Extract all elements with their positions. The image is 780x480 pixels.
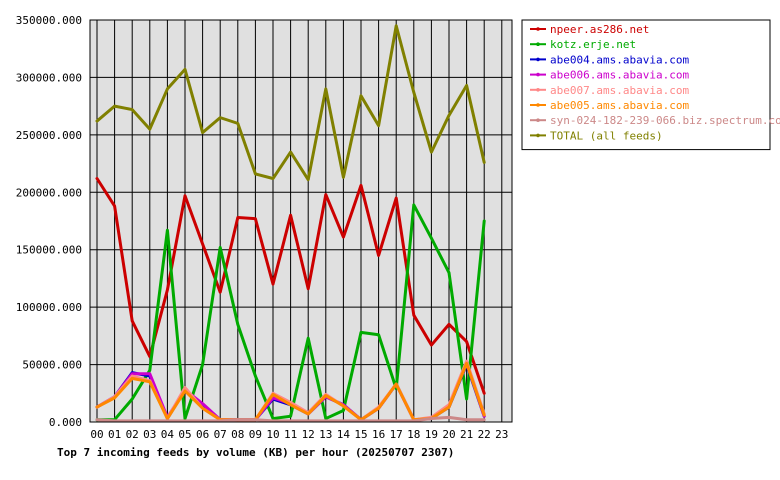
legend-label: abe007.ams.abavia.com xyxy=(550,84,689,97)
x-tick-label: 14 xyxy=(337,428,351,441)
x-tick-label: 06 xyxy=(196,428,209,441)
x-tick-label: 11 xyxy=(284,428,297,441)
legend-label: abe005.ams.abavia.com xyxy=(550,99,689,112)
legend-marker xyxy=(536,42,540,46)
series-line xyxy=(95,177,486,395)
legend-box xyxy=(521,19,771,151)
x-tick-label: 18 xyxy=(407,428,420,441)
x-tick-label: 03 xyxy=(143,428,156,441)
x-tick-label: 08 xyxy=(231,428,244,441)
x-tick-label: 20 xyxy=(442,428,455,441)
x-tick-label: 04 xyxy=(161,428,175,441)
legend-label: abe006.ams.abavia.com xyxy=(550,69,689,82)
x-tick-label: 12 xyxy=(302,428,315,441)
chart-title: Top 7 incoming feeds by volume (KB) per … xyxy=(57,446,454,459)
legend-label: kotz.erje.net xyxy=(550,38,636,51)
series-line xyxy=(95,415,486,423)
x-tick-label: 15 xyxy=(354,428,367,441)
plot-frame xyxy=(89,19,513,423)
x-tick-label: 17 xyxy=(390,428,403,441)
y-tick-label: 50000.000 xyxy=(22,359,82,372)
legend-marker xyxy=(536,27,540,31)
series-lines xyxy=(95,24,486,423)
x-tick-label: 00 xyxy=(90,428,103,441)
x-tick-label: 01 xyxy=(108,428,121,441)
series-line xyxy=(95,203,486,422)
y-tick-label: 300000.000 xyxy=(16,71,82,84)
legend: npeer.as286.net kotz.erje.net abe004.ams.a… xyxy=(521,19,780,151)
legend-label: syn-024-182-239-066.biz.spectrum.com xyxy=(550,114,780,127)
y-tick-label: 250000.000 xyxy=(16,129,82,142)
legend-label: npeer.as286.net xyxy=(550,23,649,36)
y-tick-label: 350000.000 xyxy=(16,14,82,27)
x-tick-label: 23 xyxy=(495,428,508,441)
plot-area xyxy=(90,20,512,422)
y-tick-label: 100000.000 xyxy=(16,301,82,314)
legend-marker xyxy=(536,88,540,92)
x-tick-label: 02 xyxy=(126,428,139,441)
legend-marker xyxy=(536,57,540,62)
y-tick-label: 150000.000 xyxy=(16,244,82,257)
x-tick-label: 05 xyxy=(178,428,191,441)
x-tick-label: 13 xyxy=(319,428,332,441)
legend-label: abe004.ams.abavia.com xyxy=(550,53,689,66)
x-tick-label: 21 xyxy=(460,428,473,441)
grid xyxy=(90,19,512,423)
x-tick-label: 07 xyxy=(214,428,227,441)
legend-marker xyxy=(536,118,540,122)
x-axis-ticks: 00 01 02 03 04 05 06 07 08 09 10 11 12 13 14 15 16 17 18 19… xyxy=(90,428,508,441)
legend-label: TOTAL (all feeds) xyxy=(550,129,663,142)
x-tick-label: 19 xyxy=(425,428,438,441)
legend-marker xyxy=(536,72,540,77)
x-tick-label: 22 xyxy=(478,428,491,441)
y-tick-label: 200000.000 xyxy=(16,186,82,199)
y-axis-ticks: 0.000 50000.000 100000.000 150000.000 200000… xyxy=(16,14,82,429)
legend-marker xyxy=(536,133,540,138)
x-tick-label: 16 xyxy=(372,428,385,441)
x-tick-label: 10 xyxy=(266,428,279,441)
series-line xyxy=(95,24,486,182)
legend-marker xyxy=(536,103,540,107)
x-tick-label: 09 xyxy=(249,428,262,441)
y-tick-label: 0.000 xyxy=(49,416,82,429)
